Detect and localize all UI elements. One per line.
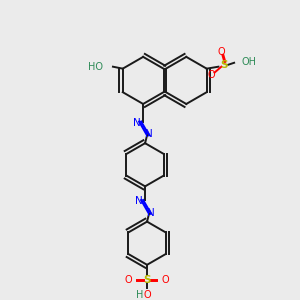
Text: O: O [218,47,225,57]
Text: N: N [145,129,153,140]
Text: HO: HO [88,62,103,72]
Text: H: H [136,290,143,300]
Text: N: N [147,208,155,218]
Text: O: O [162,274,169,284]
Text: S: S [220,60,228,70]
Text: O: O [143,290,151,300]
Text: O: O [208,70,215,80]
Text: N: N [135,196,143,206]
Text: O: O [124,274,132,284]
Text: N: N [134,118,141,128]
Text: OH: OH [242,57,257,67]
Text: S: S [143,274,151,284]
